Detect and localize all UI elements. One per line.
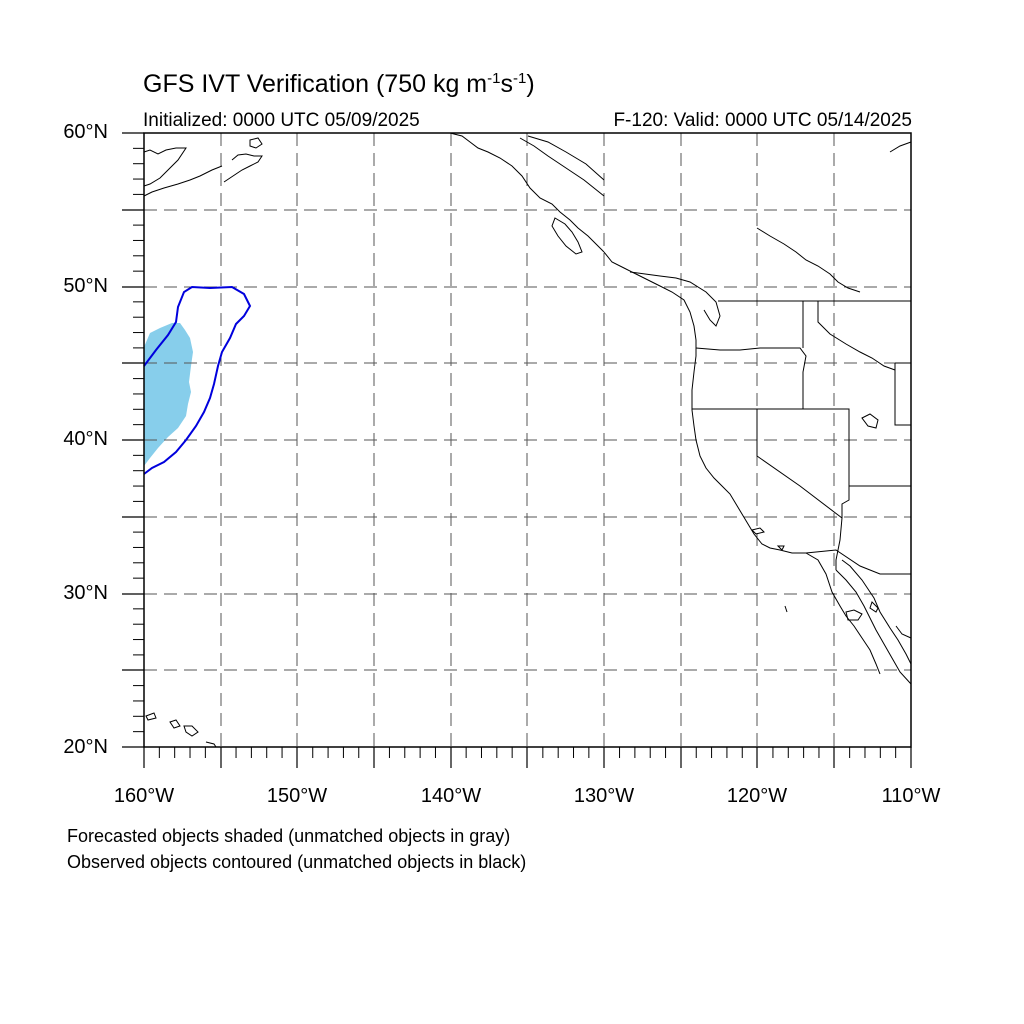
forecast-legend-note: Forecasted objects shaded (unmatched obj…	[67, 826, 511, 846]
chart-title: GFS IVT Verification (750 kg m-1s-1)	[143, 70, 535, 98]
lat-label-40n: 40°N	[63, 428, 108, 450]
initialized-time: Initialized: 0000 UTC 05/09/2025	[143, 110, 420, 131]
lon-label-140w: 140°W	[420, 785, 482, 807]
minor-ticks	[133, 147, 897, 758]
lon-label-110w: 110°W	[881, 785, 941, 807]
lat-label-30n: 30°N	[63, 582, 108, 604]
grid-lines	[144, 133, 911, 747]
valid-time: F-120: Valid: 0000 UTC 05/14/2025	[613, 110, 912, 131]
observed-legend-note: Observed objects contoured (unmatched ob…	[67, 852, 527, 872]
forecast-object-shade	[144, 323, 193, 466]
lon-label-150w: 150°W	[266, 785, 328, 807]
lon-label-130w: 130°W	[573, 785, 635, 807]
major-ticks	[122, 132, 912, 768]
lon-label-120w: 120°W	[726, 785, 788, 807]
lon-label-160w: 160°W	[113, 785, 175, 807]
lat-label-20n: 20°N	[63, 736, 108, 758]
lat-label-60n: 60°N	[63, 121, 108, 143]
lat-label-50n: 50°N	[63, 275, 108, 297]
observed-object-contour	[143, 285, 252, 475]
coastlines	[143, 132, 912, 748]
